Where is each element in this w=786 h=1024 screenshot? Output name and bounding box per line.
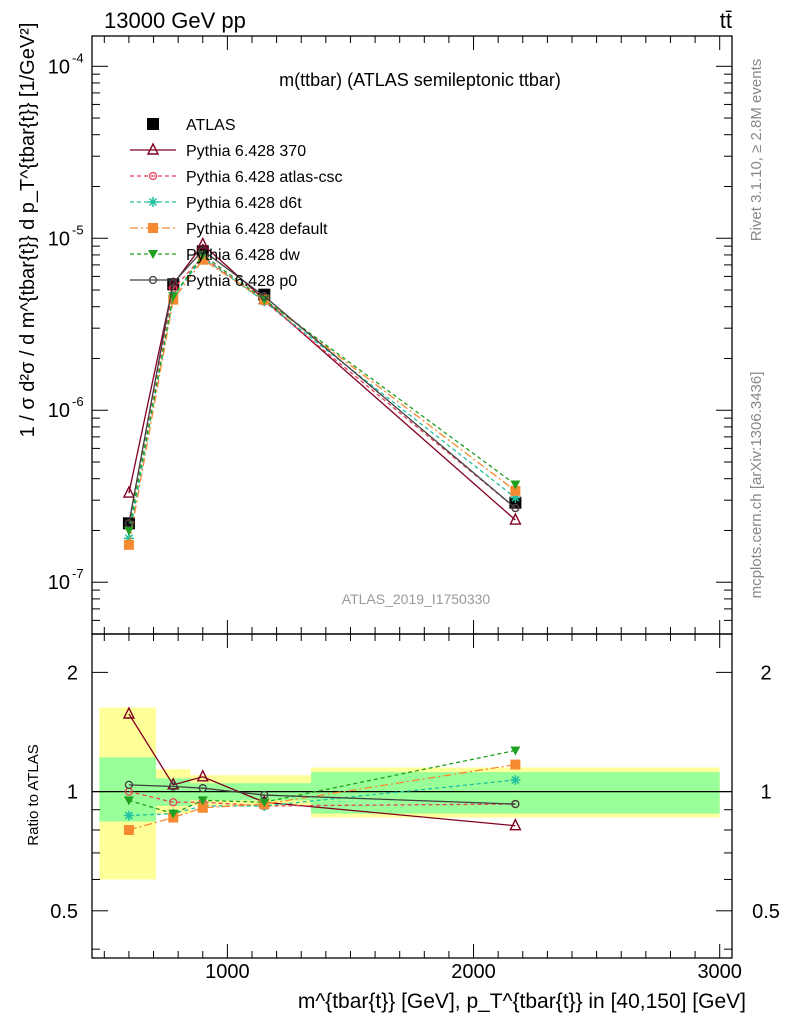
ratio-axis-label: Ratio to ATLAS xyxy=(25,744,42,845)
marker-star-stroke xyxy=(124,811,133,820)
legend-label: Pythia 6.428 370 xyxy=(186,143,306,160)
ratio-tick-label-right: 1 xyxy=(760,782,771,804)
marker-triangle xyxy=(122,485,136,498)
marker-triangle xyxy=(122,706,136,719)
ratio-tick-label: 2 xyxy=(67,662,78,684)
y-tick-label: 10 xyxy=(48,56,70,78)
legend: ATLAS Pythia 6.428 370 Pythia 6.428 atlas-… xyxy=(130,117,343,290)
marker-circle xyxy=(511,503,520,513)
y-tick-exponent: -4 xyxy=(72,50,84,65)
x-tick-label: 3000 xyxy=(697,961,742,983)
marker-circle xyxy=(198,784,207,793)
legend-label: Pythia 6.428 atlas-csc xyxy=(186,169,343,186)
ratio-band-inner xyxy=(99,757,156,822)
ratio-bands xyxy=(99,707,720,880)
y-tick-exponent: -6 xyxy=(72,394,84,409)
plot-title: m(ttbar) (ATLAS semileptonic ttbar) xyxy=(279,70,561,90)
ratio-tick-label: 1 xyxy=(67,782,78,804)
legend-label: ATLAS xyxy=(186,117,236,134)
marker-triangle-down xyxy=(123,796,134,806)
x-axis-label: m^{tbar{t}} [GeV], p_T^{tbar{t}} in [40,… xyxy=(298,990,746,1013)
marker-star xyxy=(510,774,521,785)
marker-triangle xyxy=(146,142,160,155)
y-tick-exponent: -5 xyxy=(72,222,84,237)
marker-triangle xyxy=(196,236,209,250)
ratio-line xyxy=(128,713,516,827)
y-axis-label: 1 / σ d²σ / d m^{tbar{t}} d p_T^{tbar{t}… xyxy=(17,23,39,438)
legend-label: Pythia 6.428 p0 xyxy=(186,273,297,290)
header-left: 13000 GeV pp xyxy=(104,8,246,33)
marker-circle xyxy=(260,292,269,301)
marker-circle xyxy=(148,275,158,285)
marker-star-stroke xyxy=(148,197,158,207)
axes xyxy=(91,35,733,959)
marker-circle xyxy=(511,799,520,809)
marker-triangle-down xyxy=(123,526,134,536)
marker-triangle-down xyxy=(259,798,270,808)
ratio-line xyxy=(128,784,516,805)
marker-triangle-down xyxy=(510,746,521,756)
marker-triangle-down xyxy=(168,809,179,819)
ratio-tick-label-right: 2 xyxy=(760,662,771,684)
marker-square xyxy=(510,485,521,496)
marker-square xyxy=(123,824,134,835)
analysis-watermark: ATLAS_2019_I1750330 xyxy=(342,591,491,607)
series-main xyxy=(122,236,522,550)
legend-label: Pythia 6.428 d6t xyxy=(186,195,302,212)
marker-circle xyxy=(198,246,207,255)
legend-label: Pythia 6.428 dw xyxy=(186,247,300,264)
marker-triangle xyxy=(509,818,522,831)
legend-label: Pythia 6.428 default xyxy=(186,221,328,238)
ratio-line xyxy=(128,790,516,807)
marker-star xyxy=(123,810,134,821)
y-tick-label: 10 xyxy=(48,400,70,422)
x-tick-label: 2000 xyxy=(451,961,496,983)
series-line xyxy=(128,258,516,545)
ratio-tick-label: 0.5 xyxy=(50,901,78,923)
x-tick-label: 1000 xyxy=(205,961,250,983)
marker-circle xyxy=(169,798,178,807)
marker-triangle-down xyxy=(148,250,158,259)
marker-triangle xyxy=(196,769,209,782)
marker-star xyxy=(148,197,158,207)
series-line xyxy=(128,249,516,524)
ratio-tick-label-right: 0.5 xyxy=(752,901,780,923)
marker-circle xyxy=(169,782,178,791)
y-tick-label: 10 xyxy=(48,228,70,250)
rivet-version-label: Rivet 3.1.10, ≥ 2.8M events xyxy=(748,59,765,242)
marker-circle xyxy=(124,519,134,528)
series-ratio xyxy=(122,706,522,835)
marker-square xyxy=(510,759,521,770)
series-line xyxy=(128,254,516,531)
marker-star-stroke xyxy=(511,775,520,784)
y-tick-exponent: -7 xyxy=(72,566,84,581)
header-right: tt̄ xyxy=(720,8,732,33)
marker-triangle xyxy=(509,512,522,525)
marker-square xyxy=(147,118,159,130)
series-line xyxy=(128,255,516,524)
marker-square xyxy=(197,802,208,813)
mcplots-label: mcplots.cern.ch [arXiv:1306.3436] xyxy=(748,372,765,599)
ratio-panel-frame xyxy=(91,633,733,959)
series-line xyxy=(128,256,516,539)
marker-triangle-down xyxy=(197,796,208,806)
marker-square xyxy=(148,223,158,233)
marker-circle xyxy=(124,780,134,789)
marker-circle xyxy=(148,171,158,181)
marker-circle xyxy=(260,790,269,800)
marker-square xyxy=(123,539,134,550)
y-tick-label: 10 xyxy=(48,572,70,594)
marker-triangle-down xyxy=(510,480,521,490)
series-line xyxy=(128,243,516,521)
ratio-line xyxy=(128,779,516,817)
